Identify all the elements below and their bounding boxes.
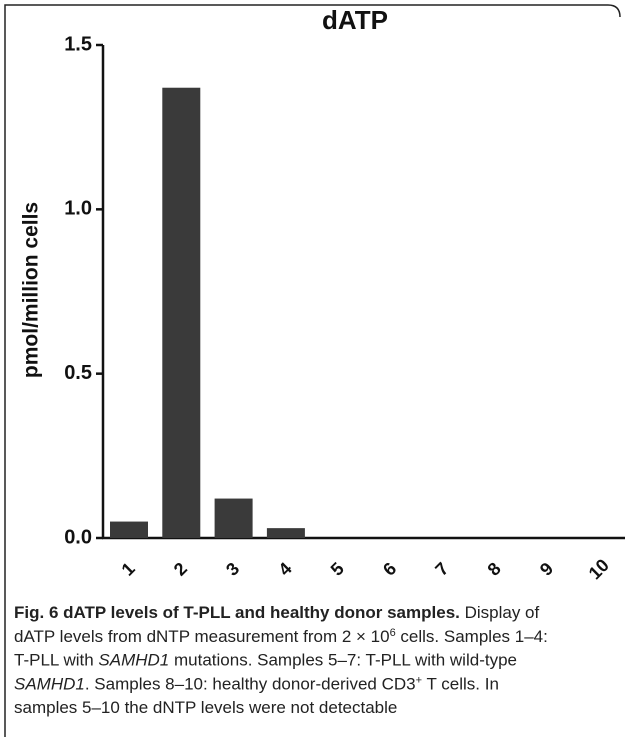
y-tick-label: 0.5 bbox=[64, 362, 92, 384]
caption-text: SAMHD1 bbox=[14, 674, 85, 693]
caption: Fig. 6 dATP levels of T-PLL and healthy … bbox=[14, 603, 548, 717]
x-tick-label: 8 bbox=[484, 559, 505, 580]
y-tick-label: 1.5 bbox=[64, 33, 92, 55]
bar bbox=[162, 87, 201, 538]
x-tick-label: 9 bbox=[536, 559, 557, 580]
caption-text: . Samples 8–10: healthy donor-derived CD… bbox=[85, 674, 416, 693]
y-tick-label: 1.0 bbox=[64, 198, 92, 220]
caption-text: 6 bbox=[390, 627, 396, 639]
caption-text: Fig. 6 dATP levels of T-PLL and healthy … bbox=[14, 603, 460, 622]
caption-text: T cells. In bbox=[422, 674, 499, 693]
caption-text: dATP levels from dNTP measurement from 2… bbox=[14, 627, 390, 646]
y-axis-label: pmol/million cells bbox=[20, 202, 43, 378]
x-tick-label: 10 bbox=[585, 555, 613, 583]
x-tick-label: 1 bbox=[118, 559, 139, 580]
caption-text: samples 5–10 the dNTP levels were not de… bbox=[14, 698, 397, 717]
y-tick-label: 0.0 bbox=[64, 526, 92, 548]
caption-text: SAMHD1 bbox=[98, 651, 169, 670]
frame bbox=[4, 4, 621, 737]
caption-text: T-PLL with bbox=[14, 651, 98, 670]
bar bbox=[110, 521, 148, 538]
caption-text: + bbox=[416, 674, 422, 686]
x-tick-label: 4 bbox=[274, 559, 295, 580]
bar bbox=[266, 528, 305, 538]
caption-text: cells. Samples 1–4: bbox=[396, 627, 548, 646]
x-tick-label: 2 bbox=[170, 559, 191, 580]
bar bbox=[214, 498, 253, 538]
x-tick-label: 6 bbox=[379, 559, 400, 580]
x-tick-label: 7 bbox=[431, 559, 452, 580]
x-tick-label: 5 bbox=[327, 559, 348, 580]
caption-text: Display of bbox=[460, 603, 540, 622]
caption-text: mutations. Samples 5–7: T-PLL with wild-… bbox=[169, 651, 517, 670]
chart-title: dATP bbox=[322, 5, 388, 35]
x-tick-label: 3 bbox=[222, 559, 243, 580]
